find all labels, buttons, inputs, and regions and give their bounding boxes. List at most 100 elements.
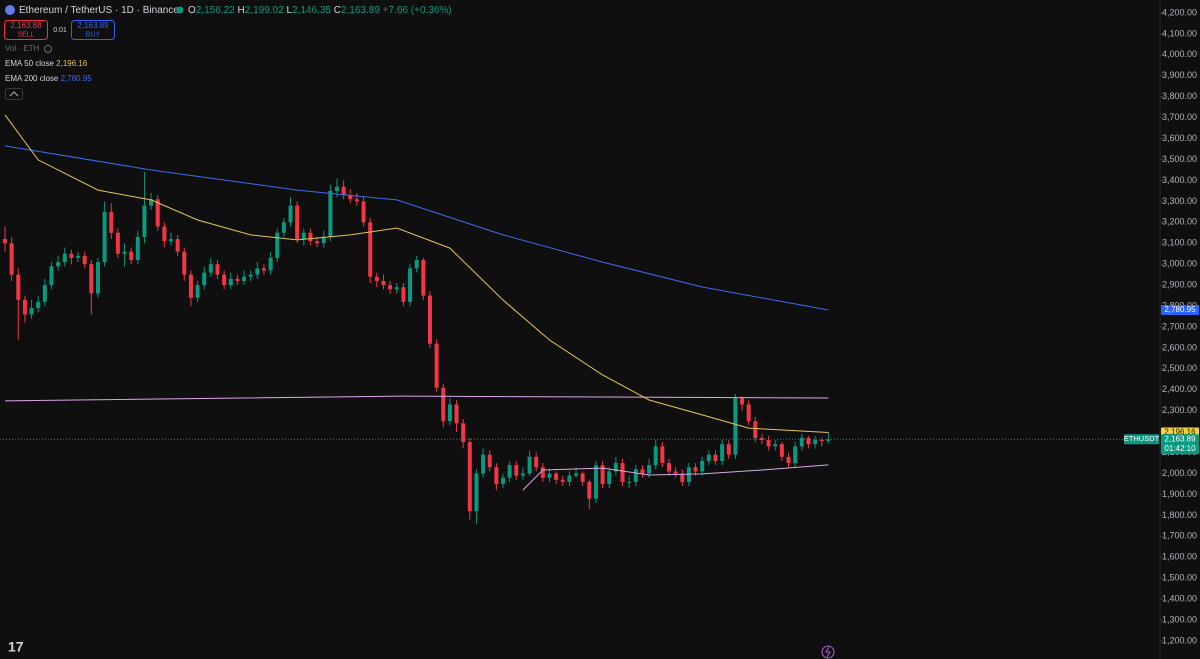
y-tick-label: 3,700.00 — [1162, 112, 1197, 122]
open-value: 2,156.22 — [196, 5, 235, 16]
candle-body — [467, 442, 472, 512]
y-tick-label: 3,400.00 — [1162, 175, 1197, 185]
candle-body — [673, 471, 678, 474]
candle-body — [713, 454, 718, 461]
logo[interactable]: 17 — [8, 639, 24, 655]
y-tick-label: 3,000.00 — [1162, 259, 1197, 269]
y-tick-label: 1,400.00 — [1162, 594, 1197, 604]
symbol-header: Ethereum / TetherUS · 1D · Binance — [19, 5, 179, 16]
candle-body — [647, 465, 652, 474]
candle-body — [3, 239, 7, 244]
candle-body — [235, 278, 240, 281]
candle-body — [268, 257, 273, 271]
ema200-name: EMA 200 close — [5, 74, 59, 83]
candle-body — [228, 278, 233, 286]
candle-body — [129, 251, 134, 260]
candle-body — [494, 467, 499, 484]
candle-body — [799, 437, 804, 447]
candle-body — [753, 421, 758, 438]
buy-button[interactable] — [71, 20, 115, 40]
ema50-name: EMA 50 close — [5, 59, 54, 68]
candle-body — [766, 440, 771, 447]
candle-body — [408, 268, 413, 302]
candle-body — [793, 446, 798, 464]
candle-body — [461, 423, 466, 443]
y-tick-label: 2,600.00 — [1162, 342, 1197, 352]
price-label: 2,163.89 — [1164, 434, 1196, 443]
candle-body — [222, 274, 227, 286]
high-value: 2,199.02 — [245, 5, 284, 16]
candle-body — [301, 232, 306, 240]
candle-body — [434, 343, 439, 388]
candle-body — [600, 465, 605, 484]
y-tick-label: 2,900.00 — [1162, 279, 1197, 289]
indicator-line — [4, 395, 829, 402]
eye-icon[interactable] — [44, 45, 52, 53]
candle-body — [354, 199, 359, 202]
plot — [0, 114, 1160, 524]
buy-label: BUY — [86, 31, 101, 38]
candle-body — [501, 477, 505, 484]
candle-body — [540, 467, 545, 478]
candle-body — [361, 201, 366, 223]
candle-body — [368, 222, 373, 277]
candle-body — [202, 272, 207, 286]
candle-body — [56, 262, 61, 267]
candle-body — [487, 454, 492, 468]
candle-body — [534, 456, 539, 468]
candle-body — [335, 186, 339, 191]
candle-body — [547, 473, 552, 478]
y-tick-label: 1,800.00 — [1162, 510, 1197, 520]
candle-body — [507, 465, 512, 478]
candle-body — [69, 253, 74, 258]
spread: 0.01 — [53, 27, 67, 34]
candle-body — [700, 460, 705, 472]
candle-body — [786, 456, 791, 464]
candle-body — [381, 280, 386, 286]
candle-body — [414, 259, 419, 269]
y-tick-label: 1,900.00 — [1162, 489, 1197, 499]
candle-body — [813, 440, 818, 445]
candle-body — [593, 465, 598, 499]
ema200-value: 2,780.95 — [61, 74, 93, 83]
lightning-icon[interactable] — [821, 645, 835, 659]
candle-body — [806, 437, 811, 445]
candle-body — [348, 195, 353, 200]
candle-body — [315, 241, 320, 244]
candle-body — [29, 308, 34, 315]
y-tick-label: 2,000.00 — [1162, 468, 1197, 478]
ema50-value: 2,196.16 — [56, 59, 88, 68]
candle-body — [195, 285, 200, 298]
price-axis: 1,200.00 1,300.00 1,400.00 1,500.00 1,600.00… — [1124, 7, 1199, 645]
candle-body — [95, 262, 100, 294]
sell-button[interactable] — [4, 20, 48, 40]
candle-body — [720, 444, 725, 461]
y-tick-label: 3,300.00 — [1162, 196, 1197, 206]
candle-body — [388, 285, 393, 290]
price-label: 2,196.16 — [1164, 428, 1196, 437]
sell-label: SELL — [17, 31, 34, 38]
candle-body — [819, 440, 824, 442]
candle-body — [76, 255, 81, 258]
y-tick-label: 1,700.00 — [1162, 531, 1197, 541]
y-tick-label: 3,800.00 — [1162, 91, 1197, 101]
candle-body — [514, 465, 519, 476]
h-label: H — [238, 5, 245, 16]
candle-body — [22, 299, 27, 315]
candle-body — [135, 236, 140, 260]
candle-body — [680, 473, 685, 482]
candle-body — [733, 398, 738, 455]
candle-body — [182, 251, 187, 275]
y-tick-label: 2,400.00 — [1162, 384, 1197, 394]
symbol-tag-box — [1124, 434, 1159, 445]
price-label-box — [1161, 305, 1199, 316]
collapse-button[interactable] — [5, 88, 23, 100]
candle-body — [759, 437, 764, 441]
candle-body — [328, 190, 333, 237]
y-tick-label: 3,500.00 — [1162, 154, 1197, 164]
y-tick-label: 1,200.00 — [1162, 635, 1197, 645]
change-value: +7.66 (+0.36%) — [383, 5, 452, 16]
